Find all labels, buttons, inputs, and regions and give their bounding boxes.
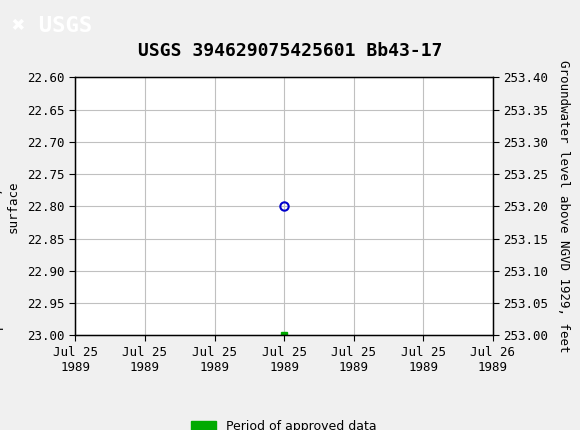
Text: ✖ USGS: ✖ USGS (12, 16, 92, 36)
Y-axis label: Depth to water level, feet below land
surface: Depth to water level, feet below land su… (0, 68, 19, 345)
Y-axis label: Groundwater level above NGVD 1929, feet: Groundwater level above NGVD 1929, feet (557, 60, 570, 353)
Legend: Period of approved data: Period of approved data (186, 415, 382, 430)
Text: USGS 394629075425601 Bb43-17: USGS 394629075425601 Bb43-17 (138, 42, 442, 60)
